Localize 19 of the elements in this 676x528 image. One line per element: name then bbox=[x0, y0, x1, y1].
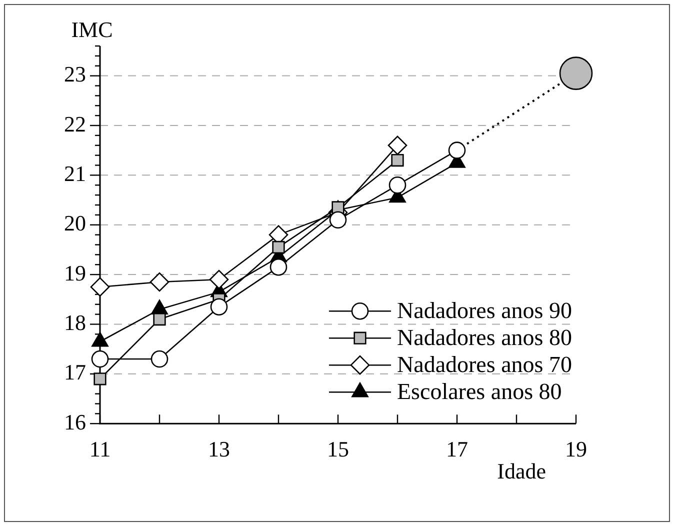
y-tick-label: 17 bbox=[64, 360, 86, 385]
legend-label: Escolares anos 80 bbox=[396, 379, 562, 404]
x-tick-label: 15 bbox=[327, 436, 349, 462]
legend-label: Nadadores anos 90 bbox=[396, 298, 572, 324]
x-tick-label: 17 bbox=[446, 436, 468, 462]
x-tick-label: 11 bbox=[89, 436, 111, 462]
x-tick-label: 13 bbox=[208, 436, 230, 462]
y-tick-label: 18 bbox=[64, 310, 86, 336]
y-tick-label: 16 bbox=[64, 409, 86, 434]
y-tick-label: 22 bbox=[64, 111, 86, 136]
y-tick-label: 23 bbox=[64, 62, 86, 87]
x-axis-title: Idade bbox=[497, 458, 546, 484]
x-tick-label: 19 bbox=[565, 436, 587, 462]
legend-label: Nadadores anos 80 bbox=[396, 325, 572, 350]
y-tick-label: 19 bbox=[64, 260, 86, 286]
legend-label: Nadadores anos 70 bbox=[396, 352, 572, 378]
y-tick-label: 21 bbox=[64, 160, 86, 186]
y-tick-label: 20 bbox=[64, 210, 86, 236]
y-axis-title: IMC bbox=[71, 16, 113, 42]
